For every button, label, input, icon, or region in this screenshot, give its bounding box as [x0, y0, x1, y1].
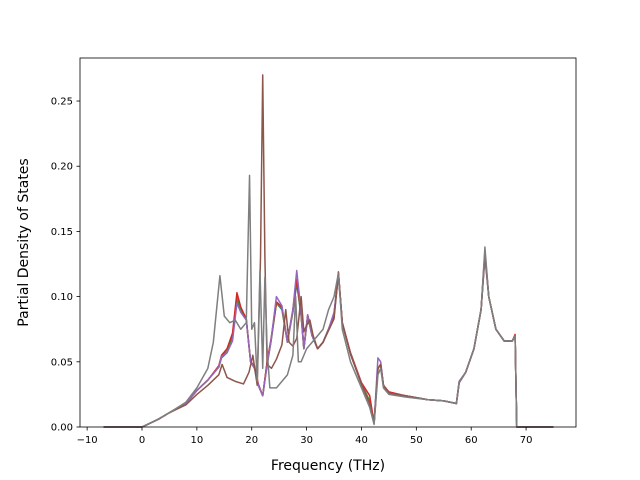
- x-tick-label: 60: [465, 435, 478, 446]
- series-line-4: [103, 251, 554, 428]
- y-tick-label: 0.05: [51, 357, 73, 368]
- y-tick-label: 0.15: [51, 227, 73, 238]
- series-line-6: [103, 74, 554, 428]
- x-tick-label: 50: [410, 435, 423, 446]
- plot-frame: [79, 57, 577, 428]
- series-line-2: [103, 252, 554, 428]
- x-tick-label: 0: [139, 435, 145, 446]
- series-line-3: [103, 252, 554, 428]
- y-tick-label: 0.20: [51, 162, 73, 173]
- series-layer: [103, 74, 554, 428]
- x-tick-label: −10: [77, 435, 98, 446]
- x-axis-label: Frequency (THz): [271, 458, 385, 474]
- y-tick-label: 0.10: [51, 292, 73, 303]
- y-axis: 0.00 0.05 0.10 0.15 0.20 0.25: [51, 97, 80, 434]
- x-tick-label: 20: [245, 435, 258, 446]
- x-tick-label: 30: [300, 435, 313, 446]
- series-line-5: [103, 256, 554, 428]
- series-line-1: [103, 254, 554, 428]
- x-tick-label: 10: [191, 435, 204, 446]
- y-axis-label: Partial Density of States: [16, 158, 32, 326]
- x-axis: −10 0 10 20 30 40 50 60 70: [77, 427, 533, 446]
- y-tick-label: 0.25: [51, 97, 73, 108]
- series-line-7: [103, 174, 554, 428]
- y-tick-label: 0.00: [51, 423, 73, 434]
- x-tick-label: 70: [520, 435, 533, 446]
- x-tick-label: 40: [355, 435, 368, 446]
